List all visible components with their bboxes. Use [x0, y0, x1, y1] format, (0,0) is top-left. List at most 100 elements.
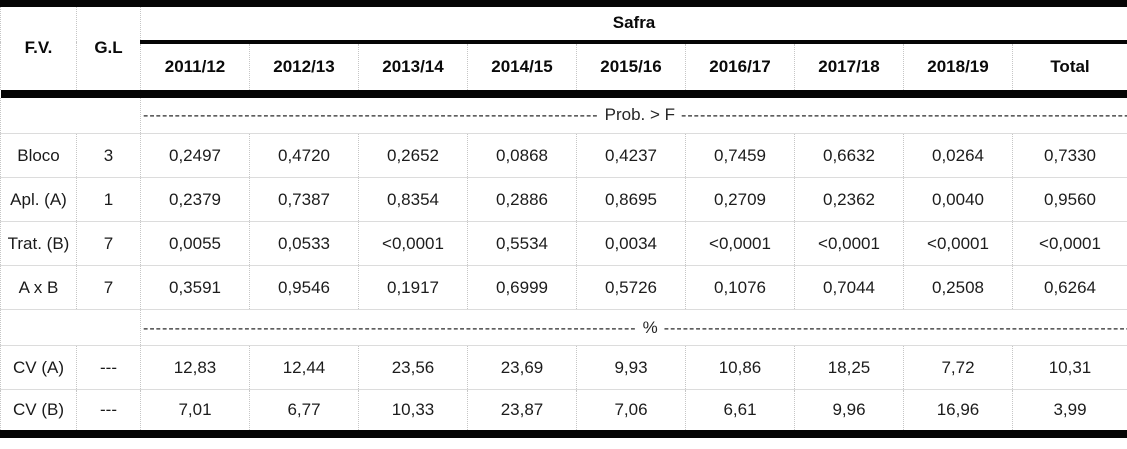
cell-value: <0,0001: [903, 221, 1013, 266]
cell-value: <0,0001: [794, 221, 904, 266]
cell-gl: 1: [76, 177, 141, 222]
divider-dashes-left: ----------------------------------------…: [143, 107, 599, 125]
cell-fv: Trat. (B): [0, 221, 77, 266]
cell-value: 0,7330: [1012, 133, 1127, 178]
cell-value: 0,2652: [358, 133, 468, 178]
cell-value: 0,7459: [685, 133, 795, 178]
cell-gl: ---: [76, 389, 141, 434]
divider-percent-label: %: [642, 317, 658, 337]
col-header-2013-14: 2013/14: [358, 41, 468, 90]
col-group-safra: Safra: [140, 3, 1127, 44]
table-row-cv-a: CV (A) --- 12,83 12,44 23,56 23,69 9,93 …: [0, 345, 1127, 390]
cell-value: 18,25: [794, 345, 904, 390]
cell-value: 0,0055: [140, 221, 250, 266]
cell-value: 0,7044: [794, 265, 904, 310]
cell-value: 0,7387: [249, 177, 359, 222]
cell-fv: CV (A): [0, 345, 77, 390]
cell-fv: Apl. (A): [0, 177, 77, 222]
cell-value: 0,9546: [249, 265, 359, 310]
col-header-total: Total: [1012, 41, 1127, 90]
cell-value: 0,2497: [140, 133, 250, 178]
cell-value: <0,0001: [358, 221, 468, 266]
cell-value: 23,87: [467, 389, 577, 434]
cell-value: 0,2508: [903, 265, 1013, 310]
col-header-fv: F.V.: [0, 3, 77, 90]
cell-value: 10,33: [358, 389, 468, 434]
divider-prob-label: Prob. > F: [604, 105, 676, 125]
section-divider-percent: ----------------------------------------…: [0, 309, 1127, 346]
header-separator-bar: [0, 89, 1127, 98]
cell-gl: 7: [76, 265, 141, 310]
cell-value: 0,1917: [358, 265, 468, 310]
divider-prob-cell: ----------------------------------------…: [140, 97, 1127, 134]
col-header-2012-13: 2012/13: [249, 41, 359, 90]
col-header-2011-12: 2011/12: [140, 41, 250, 90]
table-row-bloco: Bloco 3 0,2497 0,4720 0,2652 0,0868 0,42…: [0, 133, 1127, 178]
cell-value: 0,3591: [140, 265, 250, 310]
cell-value: 0,6264: [1012, 265, 1127, 310]
cell-value: 9,96: [794, 389, 904, 434]
divider-percent-cell: ----------------------------------------…: [140, 309, 1127, 346]
col-header-2018-19: 2018/19: [903, 41, 1013, 90]
cell-gl: 7: [76, 221, 141, 266]
cell-value: 0,0264: [903, 133, 1013, 178]
divider-dashes-right: ----------------------------------------…: [663, 319, 1127, 337]
cell-value: 0,1076: [685, 265, 795, 310]
cell-value: <0,0001: [685, 221, 795, 266]
cell-gl: ---: [76, 345, 141, 390]
cell-value: 7,72: [903, 345, 1013, 390]
table-row-cv-b: CV (B) --- 7,01 6,77 10,33 23,87 7,06 6,…: [0, 389, 1127, 434]
header-row-seasons: 2011/12 2012/13 2013/14 2014/15 2015/16 …: [1, 41, 1127, 90]
cell-value: 0,2886: [467, 177, 577, 222]
cell-value: 0,0868: [467, 133, 577, 178]
cell-value: 0,2362: [794, 177, 904, 222]
cell-value: 10,31: [1012, 345, 1127, 390]
cell-value: 0,0040: [903, 177, 1013, 222]
cell-value: 6,77: [249, 389, 359, 434]
table-row-apl-a: Apl. (A) 1 0,2379 0,7387 0,8354 0,2886 0…: [0, 177, 1127, 222]
cell-value: 0,4720: [249, 133, 359, 178]
cell-value: 12,83: [140, 345, 250, 390]
cell-value: 0,0034: [576, 221, 686, 266]
divider-empty-cell: [0, 309, 141, 346]
cell-value: 6,61: [685, 389, 795, 434]
table-row-a-x-b: A x B 7 0,3591 0,9546 0,1917 0,6999 0,57…: [0, 265, 1127, 310]
cell-value: 0,4237: [576, 133, 686, 178]
cell-value: 16,96: [903, 389, 1013, 434]
cell-value: 7,06: [576, 389, 686, 434]
divider-dashes-left: ----------------------------------------…: [143, 319, 637, 337]
col-header-2017-18: 2017/18: [794, 41, 904, 90]
cell-value: 10,86: [685, 345, 795, 390]
cell-value: 3,99: [1012, 389, 1127, 434]
cell-fv: CV (B): [0, 389, 77, 434]
cell-value: 0,5726: [576, 265, 686, 310]
cell-value: 0,2379: [140, 177, 250, 222]
section-divider-prob: ----------------------------------------…: [0, 97, 1127, 134]
cell-value: <0,0001: [1012, 221, 1127, 266]
cell-value: 23,56: [358, 345, 468, 390]
cell-fv: Bloco: [0, 133, 77, 178]
cell-value: 0,2709: [685, 177, 795, 222]
cell-value: 0,9560: [1012, 177, 1127, 222]
cell-value: 0,8354: [358, 177, 468, 222]
col-header-2014-15: 2014/15: [467, 41, 577, 90]
col-header-gl: G.L: [76, 3, 141, 90]
cell-fv: A x B: [0, 265, 77, 310]
table-row-trat-b: Trat. (B) 7 0,0055 0,0533 <0,0001 0,5534…: [0, 221, 1127, 266]
cell-value: 7,01: [140, 389, 250, 434]
cell-value: 0,0533: [249, 221, 359, 266]
divider-dashes-right: ----------------------------------------…: [681, 107, 1127, 125]
col-header-2016-17: 2016/17: [685, 41, 795, 90]
col-header-2015-16: 2015/16: [576, 41, 686, 90]
cell-gl: 3: [76, 133, 141, 178]
cell-value: 0,5534: [467, 221, 577, 266]
cell-value: 0,8695: [576, 177, 686, 222]
cell-value: 0,6999: [467, 265, 577, 310]
anova-table: F.V. G.L Safra 2011/12 2012/13 2013/14 2…: [0, 0, 1127, 438]
cell-value: 9,93: [576, 345, 686, 390]
header-row-group: F.V. G.L Safra: [0, 3, 1127, 90]
divider-empty-cell: [0, 97, 141, 134]
cell-value: 23,69: [467, 345, 577, 390]
cell-value: 0,6632: [794, 133, 904, 178]
